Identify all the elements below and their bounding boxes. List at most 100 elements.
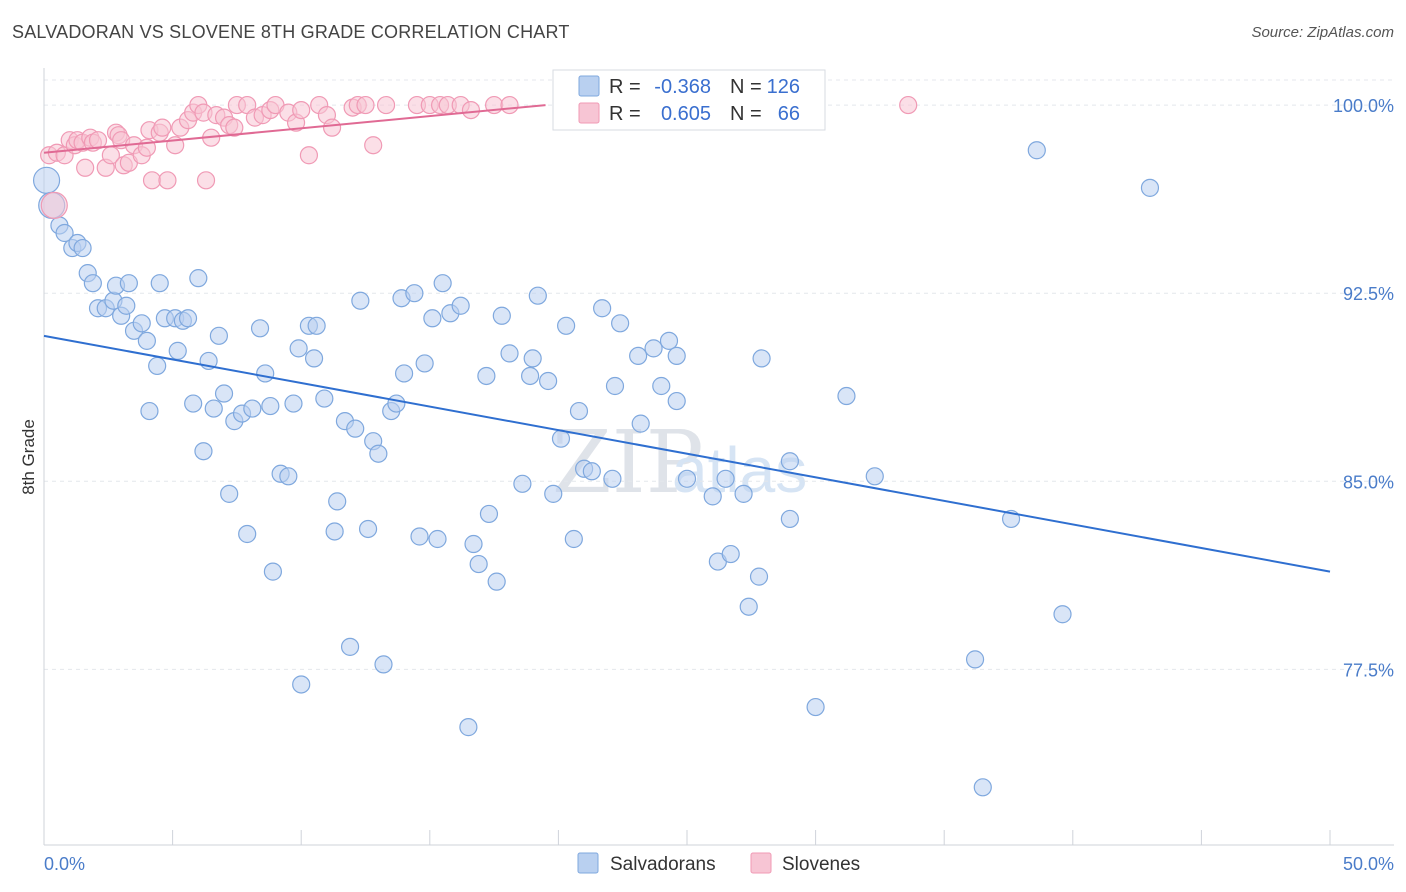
salvadoran-point: [716, 469, 735, 488]
legend-r-label-salvadorans: R =: [609, 76, 641, 98]
salvadoran-point: [459, 718, 478, 737]
salvadoran-point: [340, 637, 360, 656]
slovene-point: [142, 171, 162, 190]
salvadoran-point: [423, 309, 442, 328]
salvadoran-point: [243, 399, 262, 418]
salvadoran-point: [238, 524, 257, 544]
salvadoran-point: [405, 284, 424, 303]
salvadoran-point: [492, 306, 511, 325]
salvadoran-point: [32, 166, 61, 194]
legend-r-value-salvadorans: -0.368: [654, 76, 711, 98]
salvadoran-point: [739, 597, 758, 616]
salvadoran-point: [479, 504, 499, 524]
salvadoran-point: [865, 467, 884, 486]
salvadoran-point: [603, 469, 622, 488]
salvadoran-point: [428, 529, 447, 549]
salvadoran-point: [410, 527, 429, 546]
x-ticks: [43, 830, 1331, 845]
salvadoran-point: [1140, 178, 1160, 197]
chart-title: SALVADORAN VS SLOVENE 8TH GRADE CORRELAT…: [12, 22, 570, 42]
salvadoran-point: [304, 349, 324, 368]
legend-n-label-salvadorans: N =: [730, 76, 762, 98]
salvadoran-point: [358, 519, 378, 539]
slovene-point: [40, 191, 68, 220]
salvadoran-point: [703, 487, 722, 506]
salvadoran-point: [209, 326, 228, 345]
salvadoran-point: [83, 274, 102, 293]
slovene-point: [376, 95, 396, 115]
salvadoran-point: [184, 394, 203, 413]
slovene-point: [292, 100, 311, 120]
salvadoran-point: [605, 376, 625, 396]
salvadoran-point: [593, 299, 612, 318]
slovene-point: [500, 95, 519, 115]
salvadoran-point: [415, 354, 434, 373]
salvadoran-point: [256, 364, 275, 383]
salvadoran-point: [261, 396, 280, 416]
slovene-point: [196, 171, 216, 190]
salvadoran-point: [557, 316, 576, 335]
salvadoran-point: [204, 399, 223, 418]
x-tick-label-max: 50.0%: [1343, 854, 1394, 874]
salvadoran-point: [263, 562, 283, 581]
salvadoran-point: [837, 386, 856, 406]
salvadoran-point: [487, 572, 506, 591]
slovene-point: [364, 136, 383, 155]
y-tick-labels: 100.0% 92.5% 85.0% 77.5%: [1333, 96, 1394, 680]
salvadoran-point: [194, 442, 213, 461]
slovene-point: [153, 118, 172, 137]
salvadoran-point: [677, 469, 697, 488]
slovenes-trend-line: [43, 104, 546, 154]
salvadoran-point: [387, 394, 406, 413]
salvadoran-point: [137, 331, 156, 350]
salvadoran-point: [433, 274, 452, 293]
slovene-point: [461, 100, 481, 120]
legend-n-label-slovenes: N =: [730, 103, 762, 125]
salvadoran-point: [780, 452, 799, 471]
salvadoran-point: [644, 339, 663, 358]
salvadoran-point: [749, 567, 769, 586]
salvadoran-point: [629, 346, 648, 366]
series-legend-label-salvadorans: Salvadorans: [610, 854, 716, 875]
y-tick-label: 92.5%: [1343, 284, 1394, 304]
y-tick-label: 100.0%: [1333, 96, 1394, 116]
salvadoran-point: [55, 223, 74, 243]
legend-r-value-slovenes: 0.605: [661, 103, 711, 125]
salvadoran-point: [250, 319, 270, 338]
salvadoran-point: [477, 366, 496, 386]
slovene-point: [88, 131, 108, 150]
series-legend: Salvadorans Slovenes: [577, 852, 860, 875]
salvadoran-point: [328, 492, 347, 511]
salvadoran-point: [569, 401, 589, 421]
salvadoran-point: [582, 462, 601, 481]
slovene-point: [899, 95, 918, 115]
slovene-point: [356, 95, 375, 115]
slovene-point: [299, 146, 319, 165]
series-legend-swatch-slovenes: [750, 852, 772, 874]
salvadoran-point: [292, 675, 311, 694]
salvadoran-point: [464, 534, 483, 554]
slovene-point: [225, 118, 244, 137]
salvadoran-point: [965, 650, 985, 669]
salvadoran-point: [539, 371, 558, 391]
stats-legend: R = -0.368 N = 126 R = 0.605 N = 66: [552, 69, 826, 131]
salvadoran-point: [150, 274, 169, 293]
salvadoran-point: [132, 314, 151, 333]
salvadoran-point: [73, 238, 92, 258]
salvadoran-point: [528, 286, 547, 305]
salvadoran-point: [721, 544, 740, 564]
y-axis-label: 8th Grade: [19, 419, 38, 495]
salvadoran-point: [284, 394, 303, 413]
salvadoran-point: [220, 484, 239, 503]
salvadoran-point: [119, 274, 138, 293]
source-label: Source: ZipAtlas.com: [1251, 24, 1394, 41]
salvadoran-point: [279, 467, 298, 486]
salvadoran-point: [806, 697, 825, 717]
slovene-point: [76, 158, 95, 177]
salvadoran-point: [500, 344, 519, 363]
salvadoran-point: [652, 376, 671, 396]
series-legend-label-slovenes: Slovenes: [782, 854, 860, 875]
legend-r-label-slovenes: R =: [609, 103, 641, 125]
salvadoran-point: [611, 314, 630, 333]
